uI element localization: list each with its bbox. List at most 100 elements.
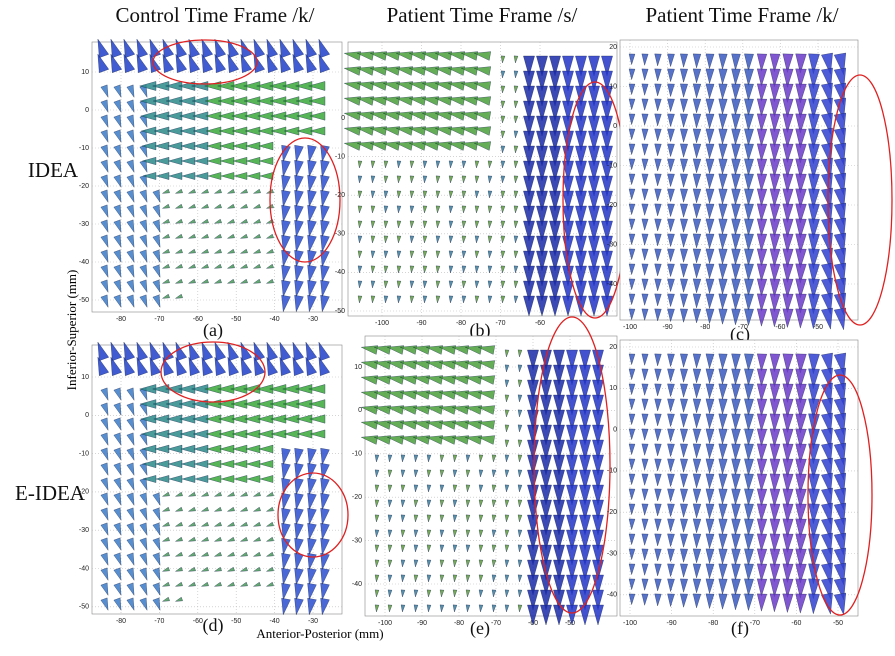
y-tick-label: -20 [352, 494, 362, 501]
cone [667, 533, 675, 548]
cone [307, 175, 317, 193]
cone [161, 491, 170, 497]
cone [566, 589, 578, 611]
cone [226, 566, 235, 572]
x-tick-label: -100 [623, 324, 637, 331]
cone [439, 454, 445, 463]
cone [575, 235, 587, 257]
cone [305, 341, 317, 361]
cone [731, 563, 741, 581]
cone [579, 499, 591, 521]
cone [100, 477, 109, 491]
cone [757, 473, 768, 492]
x-tick-label: -50 [565, 620, 575, 627]
cone [744, 563, 754, 582]
cone [100, 537, 109, 551]
cone [680, 233, 688, 248]
cone [200, 263, 209, 269]
cone [174, 521, 183, 527]
y-tick-label: -10 [607, 468, 617, 475]
x-tick-label: -80 [454, 620, 464, 627]
cone [487, 160, 493, 169]
cone [435, 175, 441, 184]
cone [152, 582, 161, 596]
cone [409, 160, 415, 169]
cone [705, 293, 715, 310]
cone [425, 375, 443, 385]
cone [413, 589, 419, 598]
cone [174, 506, 183, 512]
cone [628, 593, 636, 606]
cone [294, 190, 304, 208]
cone [161, 596, 170, 602]
cone [718, 143, 728, 160]
cone [705, 203, 715, 220]
cone [435, 280, 441, 289]
cone [680, 443, 688, 458]
cone [396, 295, 402, 304]
cone [451, 390, 469, 400]
y-tick-label: -40 [607, 281, 617, 288]
cone [386, 375, 404, 385]
cone [592, 409, 604, 431]
cone [795, 98, 807, 119]
cone [808, 383, 820, 405]
cone [527, 589, 539, 611]
cone [718, 503, 728, 520]
cone [628, 68, 636, 81]
cone [281, 175, 291, 193]
cone [808, 188, 820, 210]
cone [412, 405, 430, 415]
cone [113, 507, 122, 521]
cone [718, 113, 728, 130]
cone [435, 220, 441, 229]
cone [601, 115, 613, 137]
cone [513, 205, 519, 214]
cone [500, 280, 506, 289]
cone [200, 581, 209, 587]
cone [540, 514, 552, 536]
cone [126, 204, 135, 218]
cone [123, 356, 135, 376]
cone [705, 353, 715, 370]
cone [540, 439, 552, 461]
cone [447, 111, 465, 121]
cone [239, 566, 248, 572]
cone [400, 544, 406, 553]
cone [126, 537, 135, 551]
cone [421, 66, 439, 76]
cone [187, 491, 196, 497]
cone [769, 368, 781, 388]
cone [473, 66, 491, 76]
cone [320, 175, 330, 193]
row-label: IDEA [28, 158, 79, 182]
cone [357, 205, 363, 214]
cone [628, 98, 636, 111]
cone [628, 578, 636, 591]
cone [654, 563, 662, 577]
cone [641, 428, 649, 441]
cone [409, 220, 415, 229]
cone [744, 383, 754, 402]
cone [757, 458, 768, 477]
cone [757, 203, 768, 222]
cone [460, 51, 478, 61]
cone [374, 484, 380, 493]
cone [654, 398, 662, 412]
cone [527, 559, 539, 581]
cone [808, 128, 820, 150]
cone [731, 428, 741, 446]
cone [308, 81, 326, 91]
cone [536, 205, 548, 227]
x-tick-label: -60 [535, 320, 545, 327]
cone [562, 175, 574, 197]
cone [769, 263, 781, 283]
cone [294, 235, 304, 253]
y-tick-label: -30 [79, 221, 89, 228]
cone [579, 544, 591, 566]
cone [782, 368, 794, 389]
cone [782, 473, 794, 494]
cone [126, 279, 135, 293]
cone [769, 578, 781, 598]
cone [113, 204, 122, 218]
